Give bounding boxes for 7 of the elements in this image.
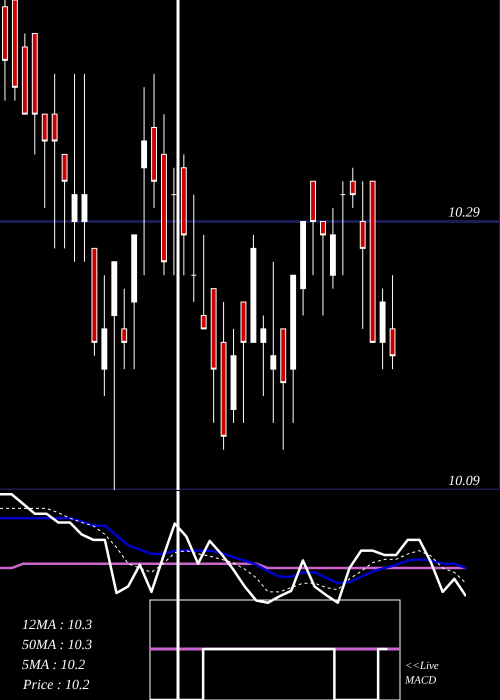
y-tick-label: 10.29 <box>448 206 480 221</box>
text: 50MA : 10.3 <box>22 638 92 653</box>
text: Price : 10.2 <box>22 678 90 693</box>
text: 12MA : 10.3 <box>22 618 92 633</box>
text: 5MA : 10.2 <box>22 658 86 673</box>
text: <<Live MACD <box>404 660 439 686</box>
y-tick-label: 10.09 <box>448 474 480 490</box>
